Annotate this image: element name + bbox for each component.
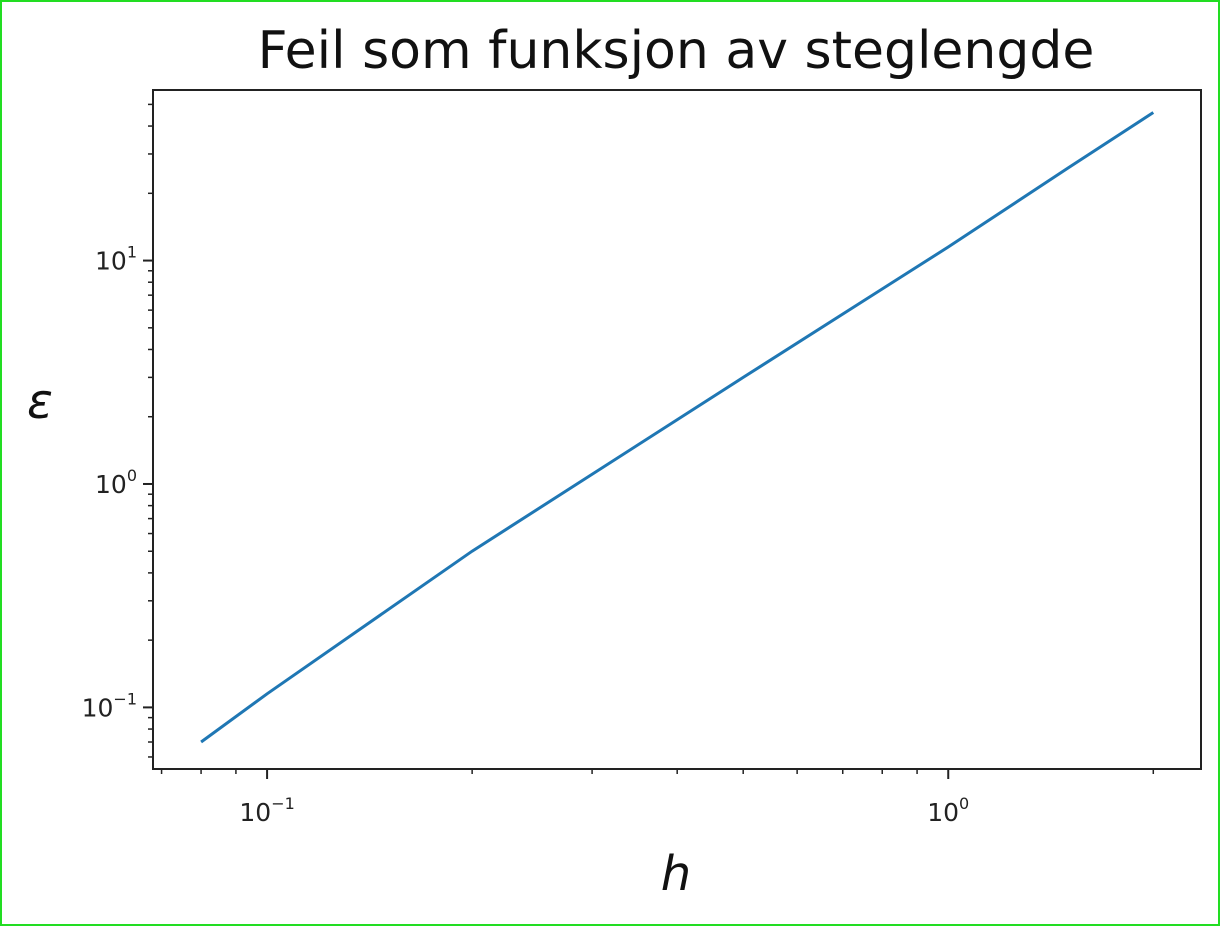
y-tick-label: 101 [95, 243, 137, 276]
y-axis: 10−1 100 101 [82, 103, 153, 758]
chart-title: Feil som funksjon av steglengde [258, 21, 1095, 81]
y-axis-label: ε [27, 374, 53, 430]
plot-area [152, 89, 1202, 770]
x-tick-label: 10−1 [239, 794, 294, 827]
x-axis: 10−1 100 [160, 769, 1155, 827]
x-axis-label: h [661, 846, 691, 902]
x-tick-label: 100 [927, 794, 969, 827]
y-tick-label: 100 [95, 466, 137, 499]
series-line [200, 111, 1155, 744]
y-tick-label: 10−1 [82, 689, 137, 722]
